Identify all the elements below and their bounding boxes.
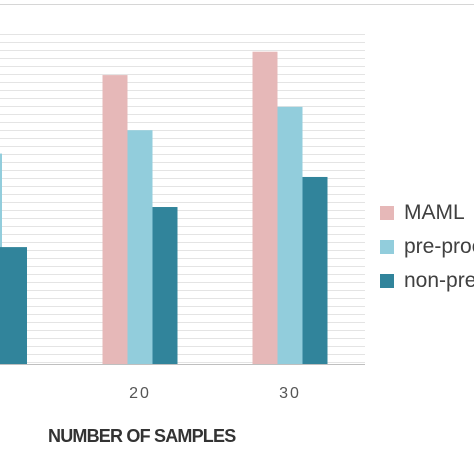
bars: [0, 51, 328, 365]
bar-partial-non-pre: [0, 247, 27, 364]
x-tick-labels: 20 30: [129, 385, 301, 402]
x-tick-label-30: 30: [279, 385, 301, 402]
legend-swatch-maml: [380, 206, 394, 220]
legend-item-non-pre: non-pre: [380, 264, 474, 298]
bar-pre-proc-30: [277, 106, 303, 364]
x-tick-label-20: 20: [129, 385, 151, 402]
chart-frame-top-border: [0, 4, 474, 5]
bar-maml-20: [102, 75, 128, 364]
legend-item-pre-proc: pre-proc: [380, 230, 474, 264]
bar-non-pre-20: [152, 207, 178, 364]
gridlines: [0, 34, 365, 363]
legend-label-non-pre: non-pre: [404, 269, 474, 292]
legend-label-pre-proc: pre-proc: [404, 235, 474, 258]
legend-swatch-non-pre: [380, 274, 394, 288]
bar-non-pre-30: [302, 176, 328, 364]
legend-label-maml: MAML: [404, 201, 465, 224]
legend: MAML pre-proc non-pre: [380, 196, 474, 298]
bar-pre-proc-20: [127, 130, 153, 364]
bar-maml-30: [252, 51, 278, 365]
legend-swatch-pre-proc: [380, 240, 394, 254]
legend-item-maml: MAML: [380, 196, 474, 230]
x-axis-title: NUMBER OF SAMPLES: [48, 426, 236, 446]
